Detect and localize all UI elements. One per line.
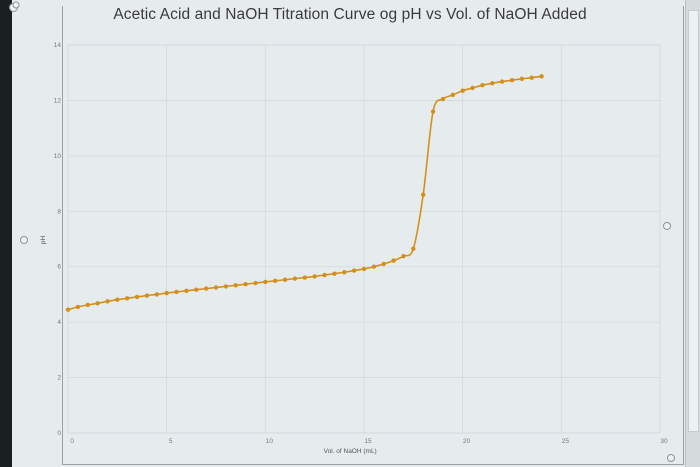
y-tick-label: 14 bbox=[54, 42, 62, 49]
data-point[interactable] bbox=[450, 92, 455, 98]
data-point[interactable] bbox=[194, 287, 199, 292]
data-point[interactable] bbox=[322, 272, 327, 278]
x-tick-label: 30 bbox=[660, 438, 668, 445]
data-point[interactable] bbox=[164, 290, 169, 296]
data-point[interactable] bbox=[401, 253, 406, 259]
data-point[interactable] bbox=[371, 264, 377, 269]
vertical-scrollbar[interactable] bbox=[685, 0, 700, 467]
data-point[interactable] bbox=[302, 275, 307, 280]
data-point[interactable] bbox=[470, 85, 475, 91]
data-point[interactable] bbox=[115, 297, 120, 302]
y-tick-label: 4 bbox=[57, 319, 61, 326]
data-point[interactable] bbox=[480, 82, 485, 88]
data-point[interactable] bbox=[213, 285, 219, 290]
x-tick-label: 20 bbox=[463, 438, 471, 445]
data-point[interactable] bbox=[174, 289, 179, 295]
data-point[interactable] bbox=[342, 270, 347, 275]
data-point[interactable] bbox=[529, 75, 534, 80]
chart-selection-frame[interactable] bbox=[62, 6, 684, 465]
y-tick-label: 6 bbox=[57, 264, 61, 271]
data-point[interactable] bbox=[233, 283, 238, 288]
data-point[interactable] bbox=[509, 77, 515, 83]
data-point[interactable] bbox=[95, 301, 100, 306]
data-point[interactable] bbox=[243, 281, 248, 287]
data-point[interactable] bbox=[253, 280, 258, 286]
data-point[interactable] bbox=[351, 268, 357, 273]
y-tick-label: 0 bbox=[57, 430, 61, 437]
resize-handle-top-left[interactable] bbox=[12, 1, 20, 9]
data-point[interactable] bbox=[282, 277, 288, 282]
data-point[interactable] bbox=[75, 304, 81, 310]
data-point[interactable] bbox=[421, 192, 426, 197]
data-point[interactable] bbox=[539, 74, 544, 79]
data-point[interactable] bbox=[273, 278, 278, 284]
data-point[interactable] bbox=[391, 258, 396, 263]
resize-handle-right-middle[interactable] bbox=[663, 222, 671, 230]
data-point[interactable] bbox=[460, 88, 465, 93]
data-point[interactable] bbox=[134, 294, 140, 300]
x-axis-label: Vol. of NaOH (mL) bbox=[324, 448, 377, 455]
data-point[interactable] bbox=[105, 299, 110, 304]
series-line bbox=[67, 75, 542, 311]
data-point[interactable] bbox=[499, 79, 505, 84]
data-point[interactable] bbox=[361, 266, 367, 272]
scrollbar-thumb[interactable] bbox=[688, 10, 699, 432]
chart-window bbox=[9, 0, 700, 467]
data-point[interactable] bbox=[430, 109, 436, 114]
data-point[interactable] bbox=[85, 302, 90, 308]
data-point[interactable] bbox=[223, 284, 229, 289]
y-tick-label: 12 bbox=[54, 97, 62, 104]
x-tick-label: 10 bbox=[266, 438, 274, 445]
data-point[interactable] bbox=[292, 276, 298, 281]
data-point[interactable] bbox=[263, 279, 268, 285]
data-point[interactable] bbox=[332, 271, 337, 276]
y-axis-label: pH bbox=[40, 236, 47, 245]
x-tick-label: 5 bbox=[169, 438, 173, 445]
x-tick-label: 0 bbox=[70, 438, 74, 445]
resize-handle-left-middle[interactable] bbox=[20, 236, 28, 244]
data-point[interactable] bbox=[125, 296, 130, 301]
data-point[interactable] bbox=[411, 246, 416, 251]
data-point[interactable] bbox=[203, 286, 209, 291]
x-tick-label: 25 bbox=[562, 438, 570, 445]
y-tick-label: 8 bbox=[57, 208, 61, 215]
data-point[interactable] bbox=[519, 76, 525, 82]
data-point[interactable] bbox=[381, 261, 386, 267]
chart-title: Acetic Acid and NaOH Titration Curve og … bbox=[113, 6, 587, 23]
y-tick-label: 2 bbox=[57, 375, 61, 382]
data-point[interactable] bbox=[440, 96, 446, 102]
resize-handle-bottom-right[interactable] bbox=[667, 454, 675, 462]
data-point[interactable] bbox=[184, 288, 189, 294]
data-point[interactable] bbox=[144, 293, 150, 298]
data-point[interactable] bbox=[65, 307, 71, 312]
y-tick-label: 10 bbox=[54, 153, 62, 160]
x-tick-label: 15 bbox=[364, 438, 372, 445]
data-point[interactable] bbox=[154, 292, 159, 297]
data-point[interactable] bbox=[312, 274, 317, 279]
data-point[interactable] bbox=[490, 81, 495, 86]
